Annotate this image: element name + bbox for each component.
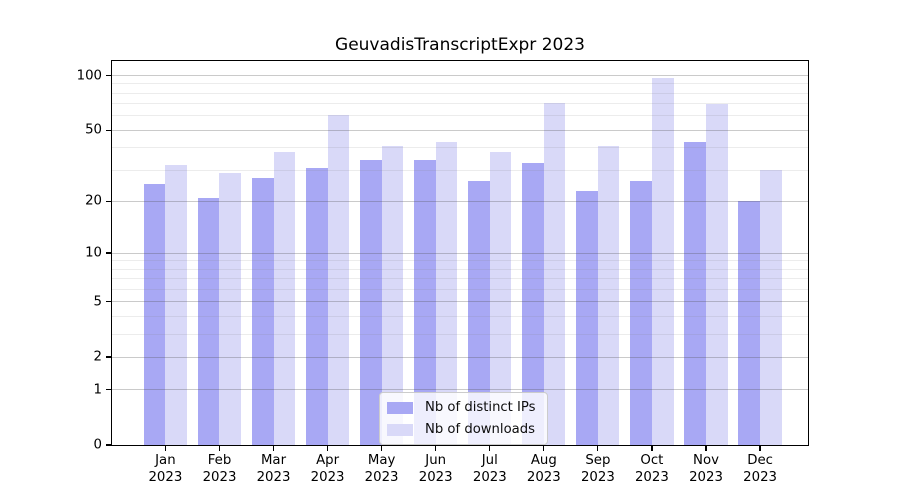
x-tick-mark-feb-2023 [218,446,221,452]
x-tick-label-dec-2023: Dec 2023 [743,453,778,485]
gridline-major-1 [112,389,808,390]
x-tick-mark-may-2023 [381,446,383,452]
x-tick-mark-jun-2023 [435,446,437,452]
bar-nb-of-downloads-mar-2023 [273,151,296,445]
bar-nb-of-distinct-ips-dec-2023 [738,201,761,445]
bar-nb-of-distinct-ips-aug-2023 [522,162,544,445]
y-tick-label-5: 5 [93,294,102,309]
gridline-minor-6 [112,288,808,290]
plot-area [112,61,808,445]
gridline-major-100 [112,75,808,76]
bar-nb-of-distinct-ips-apr-2023 [305,167,328,445]
gridline-minor-9 [112,260,808,262]
bar-nb-of-distinct-ips-jul-2023 [468,181,490,445]
legend-swatch-nb-of-distinct-ips [387,401,413,414]
bar-nb-of-downloads-apr-2023 [327,114,350,445]
x-tick-label-oct-2023: Oct 2023 [634,453,669,485]
bar-nb-of-distinct-ips-jan-2023 [143,184,166,445]
bar-nb-of-distinct-ips-may-2023 [360,160,382,445]
gridline-major-2 [112,356,808,358]
x-tick-mark-sep-2023 [597,446,599,452]
legend-label-nb-of-distinct-ips: Nb of distinct IPs [425,400,536,415]
x-tick-label-may-2023: May 2023 [364,453,399,485]
bar-nb-of-distinct-ips-feb-2023 [197,197,220,445]
bar-nb-of-distinct-ips-jun-2023 [414,160,436,445]
x-tick-label-feb-2023: Feb 2023 [202,453,237,485]
bar-nb-of-distinct-ips-mar-2023 [251,178,274,445]
gridline-minor-80 [112,92,808,94]
x-tick-label-mar-2023: Mar 2023 [256,453,291,485]
bar-nb-of-downloads-nov-2023 [706,103,728,445]
x-tick-mark-oct-2023 [651,446,653,452]
x-tick-label-nov-2023: Nov 2023 [689,453,723,485]
legend-swatch-nb-of-downloads [387,423,413,436]
y-tick-label-10: 10 [85,245,102,261]
legend-item-nb-of-downloads: Nb of downloads [387,421,536,438]
legend-label-nb-of-downloads: Nb of downloads [425,422,535,437]
bar-nb-of-downloads-sep-2023 [597,145,620,445]
x-tick-label-jun-2023: Jun 2023 [418,453,453,485]
y-tick-mark-1 [106,388,111,391]
y-tick-mark-0 [106,444,111,446]
gridline-minor-4 [112,315,808,317]
x-tick-mark-dec-2023 [759,446,761,452]
gridline-major-20 [112,200,808,202]
y-tick-mark-20 [106,200,111,202]
bar-nb-of-downloads-oct-2023 [651,77,674,445]
bar-nb-of-downloads-jul-2023 [489,151,512,445]
legend: Nb of distinct IPs Nb of downloads [379,392,548,445]
y-tick-label-100: 100 [76,68,102,83]
bar-nb-of-distinct-ips-sep-2023 [576,190,598,445]
gridline-minor-8 [112,268,808,270]
x-tick-label-aug-2023: Aug 2023 [526,453,561,485]
y-tick-label-2: 2 [93,349,102,365]
bar-nb-of-distinct-ips-oct-2023 [630,181,652,445]
x-tick-mark-apr-2023 [326,446,329,452]
bar-nb-of-downloads-dec-2023 [760,170,782,445]
bar-nb-of-distinct-ips-nov-2023 [684,142,706,445]
x-tick-label-sep-2023: Sep 2023 [580,453,615,485]
gridline-major-10 [112,252,808,254]
chart-title: GeuvadisTranscriptExpr 2023 [335,35,585,55]
gridline-minor-30 [112,169,808,171]
gridline-minor-70 [112,103,808,105]
y-tick-mark-50 [106,129,111,131]
bar-nb-of-downloads-jan-2023 [165,165,187,445]
gridline-minor-7 [112,278,808,279]
x-tick-mark-aug-2023 [543,446,545,452]
gridline-minor-40 [112,147,808,149]
x-tick-label-jul-2023: Jul 2023 [472,453,507,485]
x-tick-mark-nov-2023 [705,446,707,452]
x-tick-mark-jul-2023 [489,446,491,452]
y-tick-label-20: 20 [85,193,102,209]
bar-nb-of-downloads-feb-2023 [219,172,242,445]
gridline-minor-60 [112,115,808,117]
legend-item-nb-of-distinct-ips: Nb of distinct IPs [387,399,536,416]
gridline-minor-90 [112,83,808,85]
bar-nb-of-downloads-aug-2023 [543,102,566,445]
x-tick-label-jan-2023: Jan 2023 [148,453,183,485]
y-tick-label-0: 0 [93,437,102,453]
y-tick-mark-2 [106,356,111,358]
y-tick-mark-10 [106,252,111,254]
gridline-major-50 [112,129,808,131]
y-tick-label-1: 1 [93,382,102,397]
x-tick-mark-mar-2023 [272,446,275,452]
bar-nb-of-downloads-may-2023 [381,145,404,445]
y-tick-label-50: 50 [85,122,102,138]
gridline-major-5 [112,301,808,302]
gridline-minor-3 [112,333,808,335]
x-tick-mark-jan-2023 [164,446,167,452]
bar-nb-of-downloads-jun-2023 [435,142,458,445]
x-tick-label-apr-2023: Apr 2023 [310,453,345,485]
y-tick-mark-100 [106,74,111,77]
y-tick-mark-5 [106,300,111,303]
